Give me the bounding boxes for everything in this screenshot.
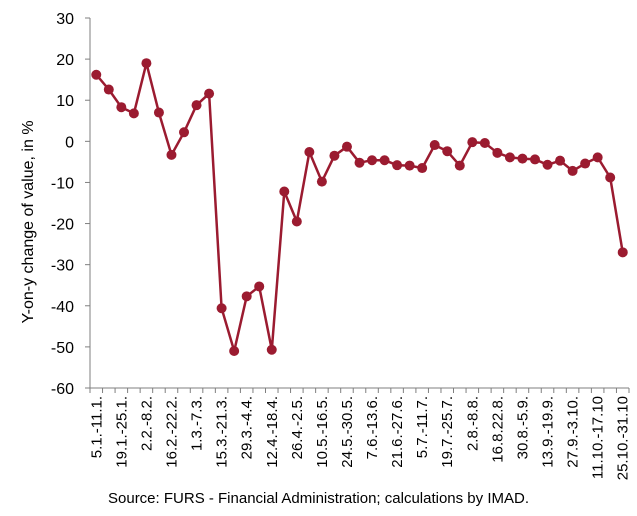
data-point [304, 147, 315, 158]
y-tick-label: 30 [56, 11, 74, 28]
source-note: Source: FURS - Financial Administration;… [108, 490, 529, 507]
x-tick-label: 29.3.-4.4. [239, 396, 256, 459]
data-point [617, 247, 628, 258]
data-point [517, 153, 528, 164]
data-point [216, 303, 227, 314]
x-tick-label: 12.4.-18.4. [264, 396, 281, 468]
x-tick-label: 21.6.-27.6. [389, 396, 406, 468]
x-tick-label: 24.5.-30.5. [339, 396, 356, 468]
series-line [91, 58, 628, 356]
y-tick-label: -30 [51, 258, 74, 275]
x-tick-label: 5.1.-11.1. [88, 396, 105, 458]
data-point [592, 152, 603, 163]
x-tick-label: 25.10.-31.10 [615, 396, 632, 480]
data-point [229, 346, 240, 356]
data-point [291, 216, 302, 227]
x-tick-label: 30.8.-5.9. [514, 396, 531, 459]
y-tick-label: -40 [51, 299, 74, 316]
data-point [116, 102, 127, 113]
data-point [354, 157, 365, 168]
data-point [605, 172, 616, 183]
data-point [454, 160, 465, 171]
data-point [166, 149, 177, 160]
data-point [153, 107, 164, 118]
x-tick-label: 2.8.-8.8. [464, 396, 481, 451]
data-point [266, 344, 277, 355]
data-point [555, 155, 566, 166]
data-point [379, 155, 390, 166]
data-point [128, 108, 139, 119]
y-tick-label: -10 [51, 175, 74, 192]
data-point [179, 127, 190, 138]
data-point [529, 154, 540, 165]
data-point [279, 186, 290, 197]
x-axis: 5.1.-11.1. 19.1.-25.1. 2.2.-8.2. 16.2.-22.2… [88, 387, 632, 480]
x-tick-label: 5.7.-11.7. [414, 396, 431, 458]
y-axis: 30 20 10 0 -10 -20 -30 -40 -50 -60 [51, 11, 91, 398]
data-point [204, 88, 215, 99]
x-tick-label: 15.3.-21.3. [214, 396, 231, 468]
data-point [191, 100, 202, 111]
x-tick-label: 26.4.-2.5. [289, 396, 306, 459]
data-point [141, 58, 152, 69]
x-tick-label: 27.9.-3.10. [565, 396, 582, 468]
y-tick-label: 0 [65, 134, 74, 151]
data-point [567, 165, 578, 176]
data-point [467, 137, 478, 148]
x-tick-label: 10.5.-16.5. [314, 396, 331, 468]
y-tick-label: -60 [51, 381, 74, 398]
x-tick-label: 16.8.22.8. [489, 396, 506, 463]
data-point [103, 84, 114, 95]
data-point [479, 137, 490, 148]
data-point [329, 150, 340, 161]
data-point [504, 152, 515, 163]
data-point [580, 158, 591, 169]
x-tick-label: 19.7.-25.7. [439, 396, 456, 468]
x-tick-label: 2.2.-8.2. [138, 396, 155, 451]
data-point [429, 140, 440, 151]
data-point [316, 176, 327, 187]
data-point [91, 69, 102, 80]
data-point [542, 159, 553, 170]
data-point [392, 160, 403, 171]
y-tick-label: 10 [56, 93, 74, 110]
y-tick-label: -50 [51, 340, 74, 357]
x-tick-label: 1.3.-7.3. [189, 396, 206, 451]
x-tick-label: 11.10.-17.10 [590, 396, 607, 479]
x-tick-label: 7.6.-13.6. [364, 396, 381, 459]
data-point [241, 291, 252, 302]
x-tick-label: 13.9.-19.9. [540, 396, 557, 468]
data-point [404, 160, 415, 171]
data-point [442, 146, 453, 157]
data-point [417, 163, 428, 174]
y-axis-title: Y-on-y change of value, in % [20, 120, 37, 323]
y-tick-label: -20 [51, 217, 74, 234]
data-point [254, 281, 265, 292]
x-tick-label: 19.1.-25.1. [113, 396, 130, 468]
x-tick-label: 16.2.-22.2. [163, 396, 180, 468]
data-point [367, 155, 378, 166]
data-point [492, 147, 503, 158]
series-path [95, 61, 624, 353]
y-tick-label: 20 [56, 52, 74, 69]
data-point [341, 141, 352, 152]
